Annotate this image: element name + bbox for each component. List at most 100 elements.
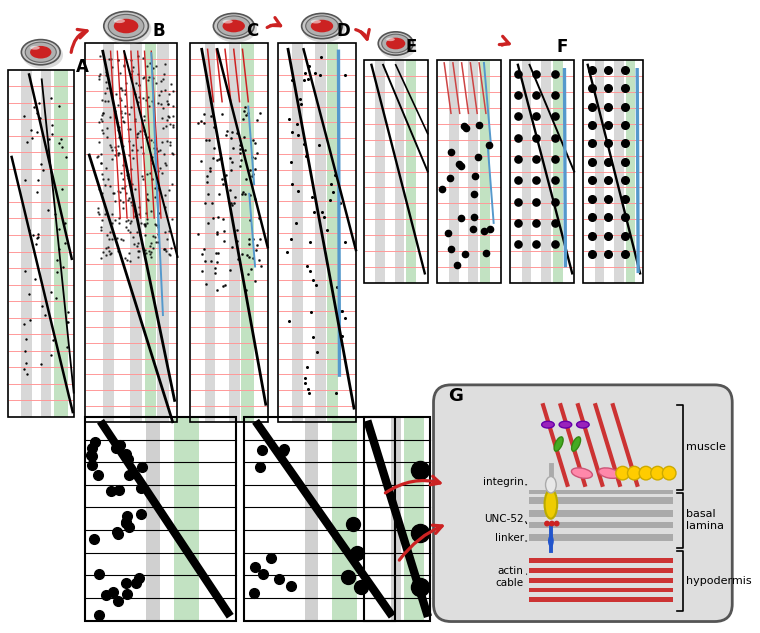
Text: G: G	[448, 387, 463, 405]
Ellipse shape	[572, 468, 592, 479]
Ellipse shape	[311, 20, 321, 23]
Bar	[292, 44, 302, 422]
Text: C: C	[246, 22, 258, 40]
Bar	[528, 587, 673, 592]
Bar	[41, 70, 52, 417]
Ellipse shape	[302, 13, 342, 39]
Ellipse shape	[223, 20, 245, 32]
Circle shape	[616, 467, 629, 480]
Ellipse shape	[214, 15, 257, 42]
Bar	[528, 510, 673, 517]
Ellipse shape	[30, 46, 40, 50]
Ellipse shape	[306, 16, 338, 36]
Ellipse shape	[379, 34, 416, 59]
Bar	[614, 60, 624, 283]
Bar	[528, 558, 673, 563]
Ellipse shape	[302, 15, 345, 42]
Bar	[510, 60, 574, 283]
Bar	[190, 44, 268, 422]
Bar	[625, 60, 635, 283]
Text: D: D	[337, 22, 350, 40]
Ellipse shape	[545, 489, 557, 518]
Ellipse shape	[114, 19, 125, 23]
Bar	[147, 417, 160, 620]
Ellipse shape	[30, 46, 52, 58]
Bar	[480, 60, 489, 283]
Bar	[407, 60, 416, 283]
Text: linker: linker	[495, 533, 524, 543]
Bar	[364, 417, 429, 620]
Ellipse shape	[548, 535, 554, 547]
Bar	[528, 578, 673, 583]
Ellipse shape	[108, 15, 144, 38]
Bar	[173, 417, 199, 620]
Bar	[278, 44, 356, 422]
FancyBboxPatch shape	[433, 385, 732, 622]
Bar	[85, 417, 236, 620]
Ellipse shape	[554, 437, 563, 451]
Bar	[391, 417, 401, 620]
Bar	[8, 70, 74, 417]
Bar	[278, 44, 356, 422]
Bar	[375, 60, 385, 283]
Bar	[327, 44, 338, 422]
Bar	[85, 417, 236, 620]
Ellipse shape	[378, 32, 413, 55]
Ellipse shape	[577, 421, 589, 428]
Bar	[528, 498, 673, 504]
Bar	[528, 534, 673, 541]
Bar	[331, 417, 357, 620]
Bar	[438, 60, 502, 283]
Ellipse shape	[311, 20, 333, 32]
Circle shape	[544, 521, 550, 527]
Text: actin
cable: actin cable	[496, 566, 524, 587]
Bar	[364, 60, 428, 283]
Circle shape	[554, 521, 559, 527]
Bar	[510, 60, 574, 283]
Bar	[305, 417, 318, 620]
Bar	[204, 44, 215, 422]
Ellipse shape	[546, 477, 556, 493]
Bar	[394, 60, 404, 283]
Ellipse shape	[21, 40, 60, 65]
Ellipse shape	[105, 13, 151, 44]
Text: E: E	[405, 38, 416, 56]
Ellipse shape	[22, 42, 63, 69]
Circle shape	[663, 467, 676, 480]
Bar	[583, 60, 643, 283]
Ellipse shape	[214, 13, 254, 39]
Text: F: F	[556, 38, 568, 56]
Bar	[157, 44, 169, 422]
Bar	[364, 417, 429, 620]
Bar	[229, 44, 239, 422]
Bar	[144, 44, 156, 422]
Text: hypodermis: hypodermis	[686, 576, 752, 586]
Bar	[21, 70, 32, 417]
Ellipse shape	[382, 34, 410, 53]
Bar	[85, 44, 178, 422]
Ellipse shape	[386, 38, 395, 41]
Bar	[404, 417, 424, 620]
Ellipse shape	[559, 421, 572, 428]
Bar	[528, 598, 673, 602]
Bar	[522, 60, 531, 283]
Bar	[468, 60, 478, 283]
Ellipse shape	[223, 20, 233, 23]
Text: basal
lamina: basal lamina	[686, 510, 724, 531]
Circle shape	[549, 521, 555, 527]
Bar	[528, 522, 673, 529]
Bar	[242, 44, 254, 422]
Bar	[553, 60, 562, 283]
Ellipse shape	[386, 38, 405, 49]
Bar	[528, 568, 673, 573]
Text: UNC-52: UNC-52	[484, 513, 524, 523]
Ellipse shape	[599, 468, 619, 479]
Bar	[528, 489, 673, 494]
Text: A: A	[76, 58, 88, 75]
Bar	[364, 60, 428, 283]
Bar	[594, 60, 604, 283]
Ellipse shape	[542, 421, 554, 428]
Circle shape	[628, 467, 641, 480]
Ellipse shape	[572, 437, 581, 451]
Circle shape	[651, 467, 664, 480]
